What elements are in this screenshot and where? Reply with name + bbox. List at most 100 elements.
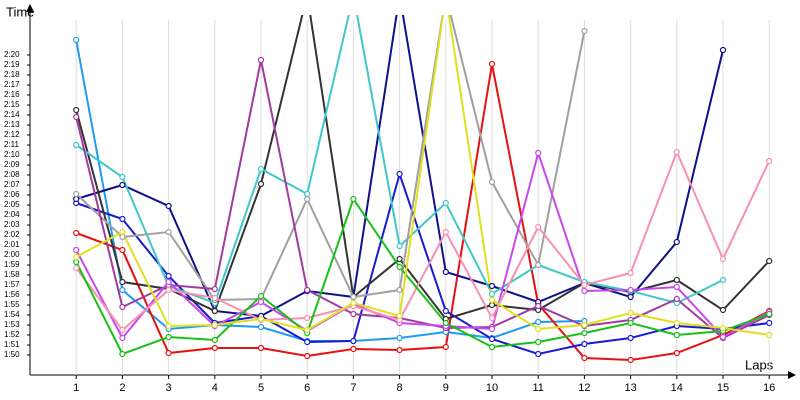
data-point (73, 195, 80, 203)
data-point (535, 149, 542, 157)
data-point (396, 312, 403, 320)
data-point (581, 340, 588, 348)
y-tick-label: 2:14 (4, 110, 20, 119)
y-tick-label: 2:17 (4, 80, 20, 89)
data-point (673, 238, 680, 246)
data-point (627, 356, 634, 364)
data-point (488, 314, 496, 322)
data-point (396, 286, 403, 294)
y-tick-label: 1:50 (4, 350, 20, 359)
x-tick-label: 4 (212, 382, 218, 394)
data-point (488, 290, 496, 298)
data-point (304, 352, 311, 360)
data-point (673, 276, 680, 284)
series-line (75, 15, 586, 302)
data-point (673, 295, 680, 303)
y-tick-label: 2:15 (4, 100, 20, 109)
data-point (673, 349, 680, 357)
series-line (75, 63, 770, 362)
data-point (535, 302, 542, 310)
data-point (673, 319, 680, 327)
data-point (257, 323, 265, 331)
data-point (257, 165, 265, 173)
y-tick-label: 1:54 (4, 310, 20, 319)
y-tick-label: 1:58 (4, 270, 20, 279)
data-point (488, 301, 496, 309)
data-point (165, 228, 172, 236)
data-point (766, 319, 773, 327)
data-point (673, 331, 680, 339)
data-point (304, 286, 311, 294)
data-point (627, 286, 634, 294)
data-point (673, 283, 680, 291)
y-tick-label: 2:11 (4, 140, 20, 149)
data-point (719, 276, 727, 284)
data-point (119, 246, 126, 254)
data-point (719, 255, 727, 263)
data-point (627, 309, 634, 317)
data-point (396, 170, 403, 178)
data-point (396, 255, 403, 263)
data-point (119, 303, 126, 311)
data-point (350, 293, 357, 301)
series-line (75, 15, 770, 321)
y-tick-label: 1:55 (4, 300, 20, 309)
data-point (488, 296, 496, 304)
x-axis-arrow (788, 371, 796, 379)
data-point (304, 314, 311, 322)
data-point (165, 286, 172, 294)
data-point (442, 268, 449, 276)
data-point (165, 349, 172, 357)
y-tick-label: 2:13 (4, 120, 20, 129)
data-point (119, 173, 126, 181)
data-point (73, 141, 80, 149)
data-point (673, 148, 680, 156)
data-point (488, 282, 496, 290)
series-line (75, 39, 585, 342)
data-point (581, 321, 588, 329)
data-point (766, 310, 773, 318)
data-point (73, 106, 80, 114)
series-line (75, 149, 771, 332)
data-point (257, 292, 265, 300)
data-point (119, 215, 126, 223)
data-point (350, 337, 357, 345)
data-point (535, 325, 542, 333)
data-point (257, 298, 265, 306)
y-tick-label: 2:20 (4, 50, 20, 59)
data-point (119, 278, 126, 286)
data-point (535, 223, 542, 231)
data-point (535, 261, 542, 269)
data-point (73, 264, 80, 272)
data-point (73, 229, 80, 237)
data-point (535, 350, 542, 358)
data-point (766, 331, 773, 339)
y-tick-label: 2:16 (4, 90, 20, 99)
data-point (165, 202, 172, 210)
data-point (73, 36, 80, 44)
data-point (211, 336, 218, 344)
data-point (165, 322, 172, 330)
data-point (304, 195, 311, 203)
plot-area (73, 15, 773, 364)
data-point (488, 178, 496, 186)
data-point (396, 263, 403, 271)
data-point (304, 190, 311, 198)
data-point (719, 333, 727, 341)
series-line (75, 15, 770, 336)
data-point (257, 180, 265, 188)
y-tick-label: 2:02 (4, 230, 20, 239)
data-point (581, 354, 588, 362)
data-point (211, 294, 218, 302)
series-line (75, 15, 724, 318)
data-point (766, 257, 773, 265)
data-point (73, 113, 80, 121)
y-tick-label: 2:05 (4, 200, 20, 209)
y-tick-label: 2:04 (4, 210, 20, 219)
grid (75, 20, 770, 375)
x-tick-label: 12 (578, 382, 590, 394)
data-point (627, 334, 634, 342)
data-point (442, 307, 449, 315)
y-tick-label: 1:57 (4, 280, 20, 289)
